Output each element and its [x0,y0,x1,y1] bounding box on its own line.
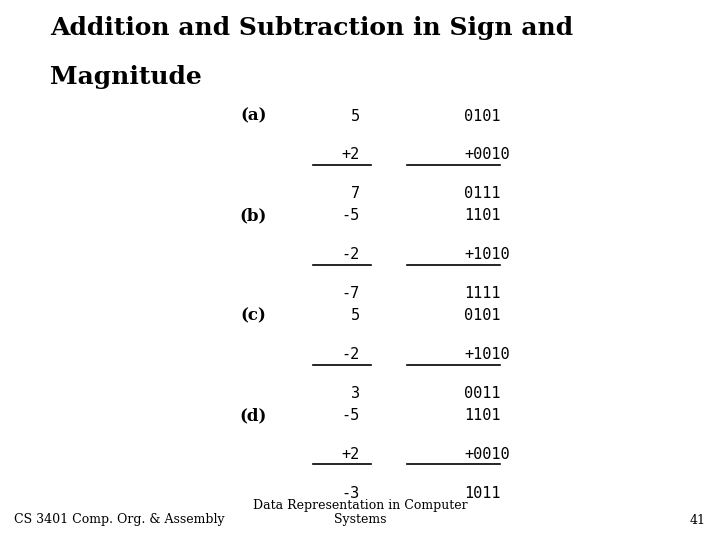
Text: CS 3401 Comp. Org. & Assembly: CS 3401 Comp. Org. & Assembly [14,514,225,526]
Text: 5: 5 [351,308,360,323]
Text: +2: +2 [342,147,360,163]
Text: (a): (a) [240,107,266,125]
Text: -5: -5 [342,208,360,224]
Text: 41: 41 [690,514,706,526]
Text: 0101: 0101 [464,109,501,124]
Text: 1111: 1111 [464,286,501,301]
Text: Data Representation in Computer
Systems: Data Representation in Computer Systems [253,498,467,526]
Text: 0111: 0111 [464,186,501,201]
Text: +1010: +1010 [464,247,510,262]
Text: -5: -5 [342,408,360,423]
Text: 1101: 1101 [464,408,501,423]
Text: 5: 5 [351,109,360,124]
Text: +2: +2 [342,447,360,462]
Text: -2: -2 [342,347,360,362]
Text: 1101: 1101 [464,208,501,224]
Text: +0010: +0010 [464,147,510,163]
Text: 1011: 1011 [464,486,501,501]
Text: (b): (b) [239,207,266,225]
Text: 7: 7 [351,186,360,201]
Text: Addition and Subtraction in Sign and: Addition and Subtraction in Sign and [50,16,574,40]
Text: Magnitude: Magnitude [50,65,202,89]
Text: 3: 3 [351,386,360,401]
Text: (d): (d) [239,407,266,424]
Text: +0010: +0010 [464,447,510,462]
Text: (c): (c) [240,307,266,325]
Text: 0101: 0101 [464,308,501,323]
Text: -2: -2 [342,247,360,262]
Text: -3: -3 [342,486,360,501]
Text: 0011: 0011 [464,386,501,401]
Text: -7: -7 [342,286,360,301]
Text: +1010: +1010 [464,347,510,362]
